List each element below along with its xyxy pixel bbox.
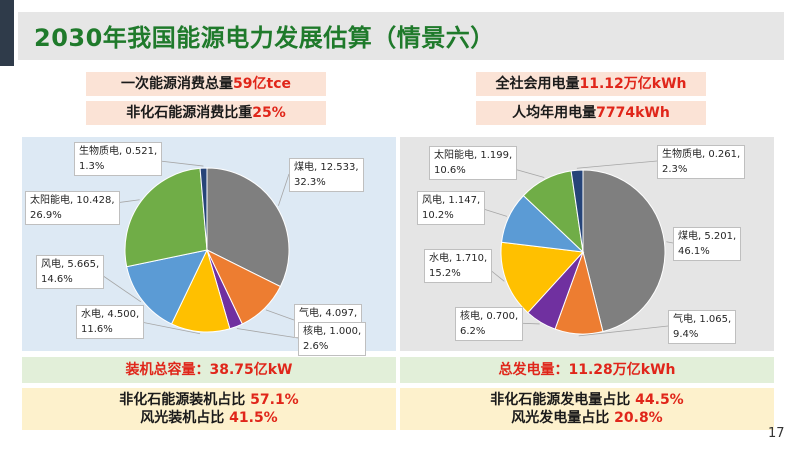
generation-total-bar: 总发电量：11.28万亿kWh	[400, 357, 774, 383]
slice-label-percent: 2.3%	[662, 164, 688, 175]
slice-label-category-value: 太阳能电, 10.428,	[30, 195, 115, 206]
slice-label-5: 太阳能电, 1.199, 10.6%	[429, 146, 518, 180]
generation-nonfossil-ratio: 非化石能源发电量占比 44.5%	[400, 391, 774, 409]
slice-label-category-value: 煤电, 12.533,	[294, 162, 359, 173]
generation-total-value: 11.28万亿kWh	[568, 362, 676, 378]
slice-label-percent: 9.4%	[673, 329, 699, 340]
slice-label-5: 太阳能电, 10.428, 26.9%	[25, 191, 120, 225]
slice-label-percent: 6.2%	[460, 326, 486, 337]
generation-ratio1-label: 非化石能源发电量占比	[490, 392, 631, 408]
capacity-ratio1-label: 非化石能源装机占比	[119, 392, 246, 408]
slice-label-percent: 1.3%	[79, 161, 105, 172]
slice-label-0: 煤电, 5.201, 46.1%	[673, 227, 742, 261]
slice-label-category-value: 核电, 0.700,	[460, 311, 519, 322]
slice-label-6: 生物质电, 0.261, 2.3%	[657, 145, 746, 179]
pie-slice-3	[500, 241, 585, 314]
capacity-ratio2-label: 风光装机占比	[140, 410, 225, 426]
generation-ratio2-value: 20.8%	[614, 410, 663, 426]
slice-label-3: 水电, 4.500, 11.6%	[76, 305, 145, 339]
pie-slice-4	[126, 249, 208, 325]
capacity-chart-panel: 煤电, 12.533,32.3%气电, 4.097,10.6%核电, 1.000…	[22, 137, 396, 356]
left-stat1-value: 59亿tce	[233, 76, 291, 92]
slice-label-category-value: 风电, 5.665,	[41, 259, 100, 270]
left-stat1-label: 一次能源消费总量	[121, 76, 234, 92]
capacity-total-label: 装机总容量：	[125, 362, 210, 378]
slice-label-0: 煤电, 12.533, 32.3%	[289, 158, 364, 192]
slice-label-category-value: 气电, 4.097,	[299, 308, 358, 319]
slice-label-4: 风电, 5.665, 14.6%	[36, 255, 105, 289]
capacity-ratio-box: 非化石能源装机占比 57.1% 风光装机占比 41.5%	[22, 388, 396, 430]
right-stat-total-consumption: 全社会用电量11.12万亿kWh	[476, 72, 706, 96]
pie-slice-6	[570, 169, 584, 253]
right-stat2-label: 人均年用电量	[512, 105, 597, 121]
slice-label-percent: 10.6%	[434, 165, 466, 176]
leader-line-0	[666, 241, 674, 244]
right-stat1-label: 全社会用电量	[495, 76, 580, 92]
capacity-ratio1-value: 57.1%	[250, 392, 299, 408]
slice-label-percent: 46.1%	[678, 246, 710, 257]
left-stat-primary-energy: 一次能源消费总量59亿tce	[86, 72, 326, 96]
leader-line-2	[236, 328, 299, 339]
leader-line-1	[578, 325, 669, 337]
title-bar	[18, 12, 784, 60]
right-stat-per-capita: 人均年用电量7774kWh	[476, 101, 706, 125]
slice-label-2: 核电, 1.000, 2.6%	[298, 322, 367, 356]
slice-label-3: 水电, 1.710, 15.2%	[424, 249, 493, 283]
generation-ratio1-value: 44.5%	[635, 392, 684, 408]
slice-label-percent: 26.9%	[30, 210, 62, 221]
leader-line-3	[135, 320, 201, 335]
pie-slice-6	[199, 167, 208, 251]
slice-label-percent: 15.2%	[429, 268, 461, 279]
slice-label-percent: 32.3%	[294, 177, 326, 188]
slice-label-1: 气电, 1.065, 9.4%	[668, 310, 737, 344]
slice-label-category-value: 气电, 1.065,	[673, 314, 732, 325]
slice-label-category-value: 太阳能电, 1.199,	[434, 150, 513, 161]
slice-label-percent: 11.6%	[81, 324, 113, 335]
slice-label-category-value: 水电, 4.500,	[81, 309, 140, 320]
capacity-pie-chart	[84, 157, 299, 339]
generation-total-label: 总发电量：	[498, 362, 569, 378]
capacity-total-value: 38.75亿kW	[209, 362, 293, 378]
right-stat2-value: 7774kWh	[596, 105, 670, 121]
leader-line-0	[278, 173, 290, 206]
slice-label-2: 核电, 0.700, 6.2%	[455, 307, 524, 341]
slice-label-category-value: 核电, 1.000,	[303, 326, 362, 337]
capacity-nonfossil-ratio: 非化石能源装机占比 57.1%	[22, 391, 396, 409]
leader-line-6	[576, 160, 658, 169]
capacity-total-bar: 装机总容量：38.75亿kW	[22, 357, 396, 383]
slice-label-4: 风电, 1.147, 10.2%	[417, 191, 486, 225]
generation-chart-panel: 煤电, 5.201, 46.1% 气电, 1.065, 9.4% 核电, 0.700, 6…	[400, 137, 774, 351]
capacity-ratio2-value: 41.5%	[229, 410, 278, 426]
slice-label-category-value: 煤电, 5.201,	[678, 231, 737, 242]
corner-accent	[0, 0, 14, 66]
capacity-windsolar-ratio: 风光装机占比 41.5%	[22, 409, 396, 427]
slice-label-category-value: 风电, 1.147,	[422, 195, 481, 206]
slice-label-6: 生物质电, 0.521, 1.3%	[74, 142, 163, 176]
right-stat1-value: 11.12万亿kWh	[579, 76, 687, 92]
left-stat2-label: 非化石能源消费比重	[126, 105, 253, 121]
slice-label-percent: 14.6%	[41, 274, 73, 285]
left-stat-nonfossil-share: 非化石能源消费比重25%	[86, 101, 326, 125]
generation-windsolar-ratio: 风光发电量占比 20.8%	[400, 409, 774, 427]
generation-ratio-box: 非化石能源发电量占比 44.5% 风光发电量占比 20.8%	[400, 388, 774, 430]
generation-ratio2-label: 风光发电量占比	[511, 410, 610, 426]
slice-label-percent: 10.2%	[422, 210, 454, 221]
pie-slice-0	[582, 169, 666, 333]
left-stat2-value: 25%	[252, 105, 286, 121]
leader-line-1	[265, 309, 295, 321]
slice-label-percent: 2.6%	[303, 341, 329, 352]
slice-label-category-value: 生物质电, 0.261,	[662, 149, 741, 160]
slice-label-category-value: 生物质电, 0.521,	[79, 146, 158, 157]
slice-label-category-value: 水电, 1.710,	[429, 253, 488, 264]
slide-title: 2030年我国能源电力发展估算（情景六）	[34, 24, 495, 52]
page-number: 17	[768, 426, 785, 441]
pie-slice-5	[124, 167, 208, 268]
pie-slice-0	[206, 167, 290, 288]
generation-pie-chart	[476, 160, 674, 337]
